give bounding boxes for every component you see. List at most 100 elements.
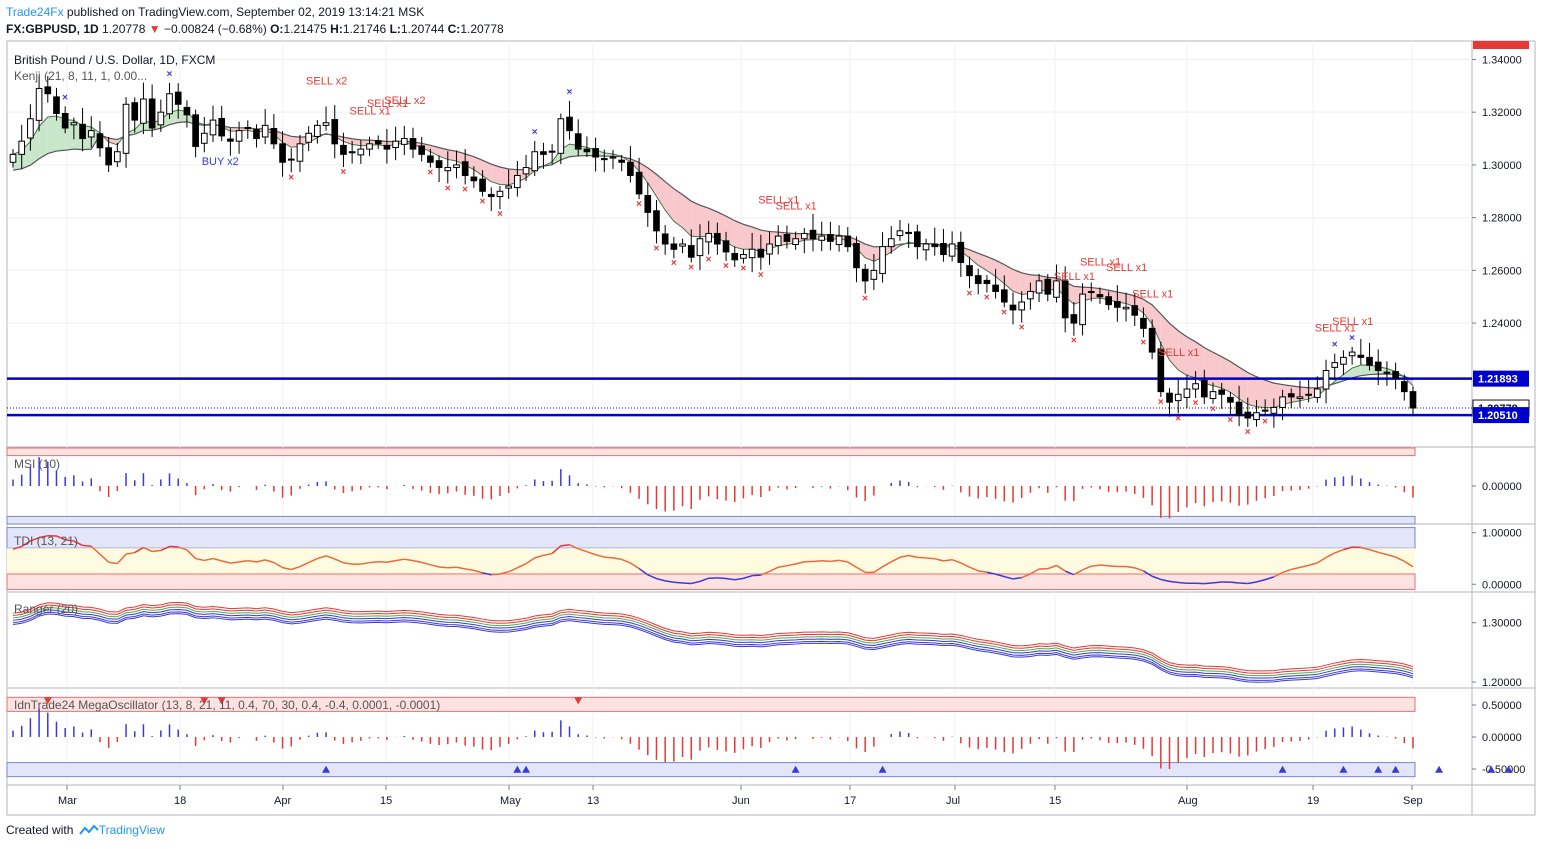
kenji-cloud-segment bbox=[752, 226, 761, 252]
candle-body bbox=[905, 231, 912, 234]
candle-body bbox=[479, 178, 486, 192]
tdi-line-segment bbox=[404, 558, 414, 562]
tdi-line-segment bbox=[691, 580, 701, 585]
candle-body bbox=[896, 230, 904, 237]
candle-body bbox=[314, 124, 321, 137]
candle-body bbox=[635, 171, 643, 195]
tradingview-link[interactable]: TradingView bbox=[98, 823, 165, 837]
kenji-cloud-segment bbox=[708, 208, 718, 239]
tdi-line-segment bbox=[725, 577, 735, 581]
candle-body bbox=[400, 138, 408, 145]
tdi-line-segment bbox=[612, 557, 622, 561]
kenji-cloud-segment bbox=[1239, 367, 1248, 405]
tdi-line-segment bbox=[1004, 575, 1014, 580]
tdi-line-segment bbox=[65, 539, 74, 542]
tdi-middle-band bbox=[7, 548, 1415, 574]
mega-upper-band bbox=[6, 696, 1416, 712]
buy-arrow-icon bbox=[322, 765, 331, 773]
candle-body bbox=[644, 194, 652, 213]
candle-body bbox=[1061, 280, 1069, 319]
signal-x-marker: × bbox=[167, 69, 173, 80]
tdi-line-segment bbox=[917, 556, 927, 559]
sell-signal-label: SELL x1 bbox=[1080, 257, 1121, 269]
tdi-line-segment bbox=[1108, 565, 1118, 568]
tdi-upper-band bbox=[6, 527, 1416, 549]
candle-body bbox=[105, 147, 112, 166]
y-tick-label: 0.50000 bbox=[1482, 700, 1522, 712]
tdi-line-segment bbox=[99, 553, 110, 563]
chart-canvas[interactable]: 1.34000 1.32000 1.30000 1.28000 1.26000 1.240… bbox=[0, 0, 1541, 820]
candle-body bbox=[174, 91, 182, 105]
kenji-cloud-segment bbox=[1021, 272, 1031, 295]
symbol-label: FX:GBPUSD, 1D bbox=[6, 22, 99, 36]
candle-body bbox=[1244, 411, 1252, 419]
candle-body bbox=[140, 98, 147, 124]
tdi-line-segment bbox=[12, 545, 22, 550]
candle-body bbox=[1000, 289, 1008, 303]
tdi-line-segment bbox=[256, 559, 266, 563]
publisher-link[interactable]: Trade24Fx bbox=[6, 5, 64, 19]
candle-body bbox=[427, 155, 434, 163]
tdi-line-segment bbox=[291, 565, 301, 571]
tdi-line-segment bbox=[629, 562, 640, 570]
tdi-line-segment bbox=[525, 557, 536, 565]
signal-x-marker: × bbox=[723, 261, 729, 272]
candle-body bbox=[531, 151, 539, 172]
buy-arrow-icon bbox=[791, 765, 800, 773]
tdi-line-segment bbox=[169, 545, 179, 548]
tdi-line-segment bbox=[760, 570, 770, 576]
tdi-line-segment bbox=[282, 566, 292, 571]
tdi-line-segment bbox=[421, 561, 431, 566]
candle-body bbox=[1296, 396, 1304, 399]
tdi-line-segment bbox=[1082, 565, 1092, 571]
candle-body bbox=[357, 148, 365, 156]
candle-body bbox=[922, 243, 930, 251]
candle-body bbox=[1331, 362, 1339, 368]
tdi-line-segment bbox=[1282, 568, 1292, 574]
candle-body bbox=[861, 268, 869, 282]
tdi-line-segment bbox=[673, 581, 683, 584]
signal-x-marker: × bbox=[1158, 397, 1164, 408]
candle-body bbox=[9, 153, 17, 163]
tdi-line-segment bbox=[986, 571, 996, 575]
candle-body bbox=[461, 161, 469, 176]
candle-body bbox=[148, 98, 156, 129]
kenji-cloud-segment bbox=[1213, 352, 1222, 389]
sell-signal-label: SELL x2 bbox=[384, 95, 425, 107]
candle-body bbox=[209, 119, 217, 136]
candle-body bbox=[1209, 391, 1217, 399]
tdi-line-segment bbox=[412, 559, 422, 564]
tdi-line-segment bbox=[786, 563, 796, 567]
down-arrow-icon: ▼ bbox=[148, 22, 161, 36]
candle-body bbox=[1105, 296, 1112, 306]
tdi-line-segment bbox=[430, 564, 440, 568]
created-with-label: Created with bbox=[6, 823, 74, 837]
candle-body bbox=[853, 242, 860, 269]
tdi-line-segment bbox=[969, 566, 979, 572]
tdi-line-segment bbox=[1160, 578, 1170, 583]
signal-x-marker: × bbox=[1227, 415, 1233, 426]
tdi-line-segment bbox=[1134, 567, 1144, 572]
kenji-cloud-segment bbox=[1134, 295, 1144, 313]
candle-body bbox=[261, 124, 269, 138]
sell-signal-label: SELL x1 bbox=[350, 106, 391, 118]
signal-x-marker: × bbox=[427, 168, 433, 179]
tdi-line-segment bbox=[230, 561, 240, 564]
price-label-box bbox=[1473, 370, 1529, 387]
y-tick-label: 0.00000 bbox=[1482, 732, 1522, 744]
y-tick-label: 1.26000 bbox=[1482, 265, 1522, 277]
candle-body bbox=[1200, 380, 1208, 398]
signal-x-marker: × bbox=[1140, 337, 1146, 348]
candle-body bbox=[166, 93, 173, 115]
msi-upper-band bbox=[6, 447, 1416, 457]
candle-body bbox=[887, 238, 895, 248]
signal-x-marker: × bbox=[532, 127, 538, 138]
candle-body bbox=[61, 113, 69, 129]
tdi-line-segment bbox=[638, 567, 649, 576]
candle-body bbox=[809, 229, 817, 240]
candle-body bbox=[522, 167, 530, 175]
candle-body bbox=[122, 103, 130, 154]
tdi-line-segment bbox=[221, 560, 231, 564]
sell-signal-label: SELL x1 bbox=[367, 98, 408, 110]
tdi-line-segment bbox=[543, 552, 553, 557]
